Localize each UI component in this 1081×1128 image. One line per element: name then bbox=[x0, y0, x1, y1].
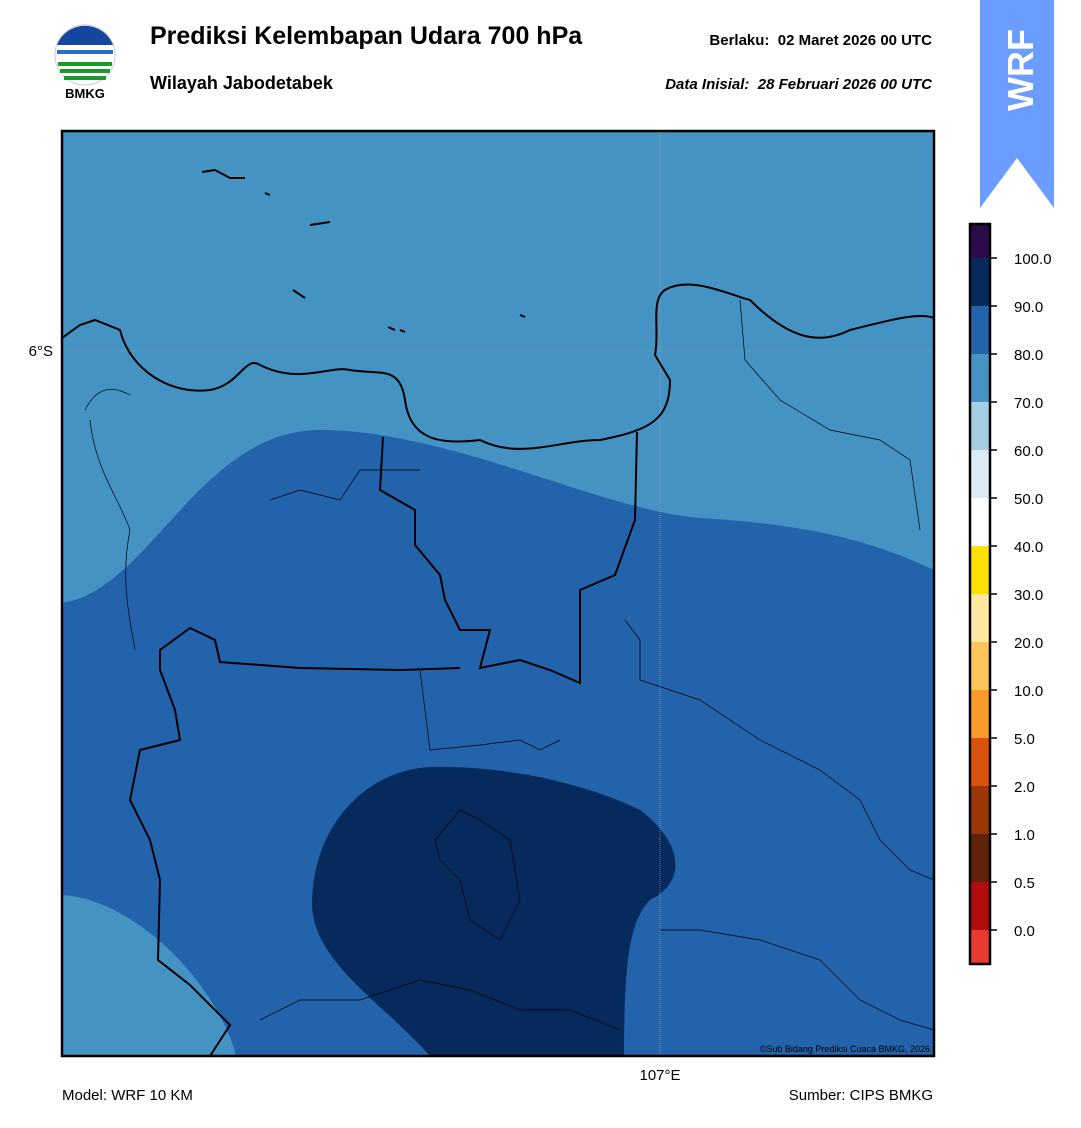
colorbar-label: 0.5 bbox=[1014, 875, 1035, 892]
colorbar-label: 20.0 bbox=[1014, 635, 1043, 652]
bmkg-logo: BMKG bbox=[54, 24, 116, 101]
colorbar-band bbox=[970, 738, 990, 786]
title: Prediksi Kelembapan Udara 700 hPa bbox=[150, 22, 583, 50]
colorbar-band bbox=[970, 786, 990, 834]
source-label: Sumber: CIPS BMKG bbox=[789, 1087, 933, 1104]
colorbar-band bbox=[970, 450, 990, 498]
valid-time: Berlaku: 02 Maret 2026 00 UTC bbox=[709, 32, 932, 49]
colorbar-label: 40.0 bbox=[1014, 539, 1043, 556]
colorbar-band bbox=[970, 224, 990, 258]
colorbar-band bbox=[970, 546, 990, 594]
field-dark bbox=[311, 766, 676, 1056]
colorbar-band bbox=[970, 834, 990, 882]
colorbar-label: 90.0 bbox=[1014, 299, 1043, 316]
logo-text: BMKG bbox=[65, 86, 105, 101]
colorbar-band bbox=[970, 930, 990, 964]
lon-label: 107°E bbox=[639, 1067, 680, 1084]
colorbar: 100.0 90.0 80.0 70.0 60.0 50.0 40.0 30.0 20.0 10.… bbox=[968, 222, 1052, 966]
initial-time: Data Inisial: 28 Februari 2026 00 UTC bbox=[665, 76, 933, 93]
colorbar-label: 0.0 bbox=[1014, 923, 1035, 940]
colorbar-label: 5.0 bbox=[1014, 731, 1035, 748]
colorbar-band bbox=[970, 402, 990, 450]
colorbar-band bbox=[970, 690, 990, 738]
badge-text: WRF bbox=[1000, 29, 1041, 111]
colorbar-label: 10.0 bbox=[1014, 683, 1043, 700]
lat-label: 6°S bbox=[29, 343, 53, 360]
colorbar-band bbox=[970, 642, 990, 690]
colorbar-band bbox=[970, 258, 990, 306]
colorbar-band bbox=[970, 594, 990, 642]
colorbar-label: 100.0 bbox=[1014, 251, 1052, 268]
credit: ©Sub Bidang Prediksi Cuaca BMKG, 2026 bbox=[760, 1044, 930, 1054]
colorbar-band bbox=[970, 354, 990, 402]
colorbar-label: 60.0 bbox=[1014, 443, 1043, 460]
colorbar-band bbox=[970, 882, 990, 930]
model-label: Model: WRF 10 KM bbox=[62, 1087, 193, 1104]
map-frame bbox=[60, 129, 936, 1058]
colorbar-label: 30.0 bbox=[1014, 587, 1043, 604]
colorbar-label: 50.0 bbox=[1014, 491, 1043, 508]
colorbar-label: 70.0 bbox=[1014, 395, 1043, 412]
wrf-badge: WRF bbox=[980, 0, 1054, 208]
colorbar-band bbox=[970, 498, 990, 546]
map: ©Sub Bidang Prediksi Cuaca BMKG, 2026 6°… bbox=[29, 129, 936, 1084]
colorbar-label: 1.0 bbox=[1014, 827, 1035, 844]
subtitle: Wilayah Jabodetabek bbox=[150, 73, 334, 93]
colorbar-label: 80.0 bbox=[1014, 347, 1043, 364]
colorbar-label: 2.0 bbox=[1014, 779, 1035, 796]
colorbar-band bbox=[970, 306, 990, 354]
